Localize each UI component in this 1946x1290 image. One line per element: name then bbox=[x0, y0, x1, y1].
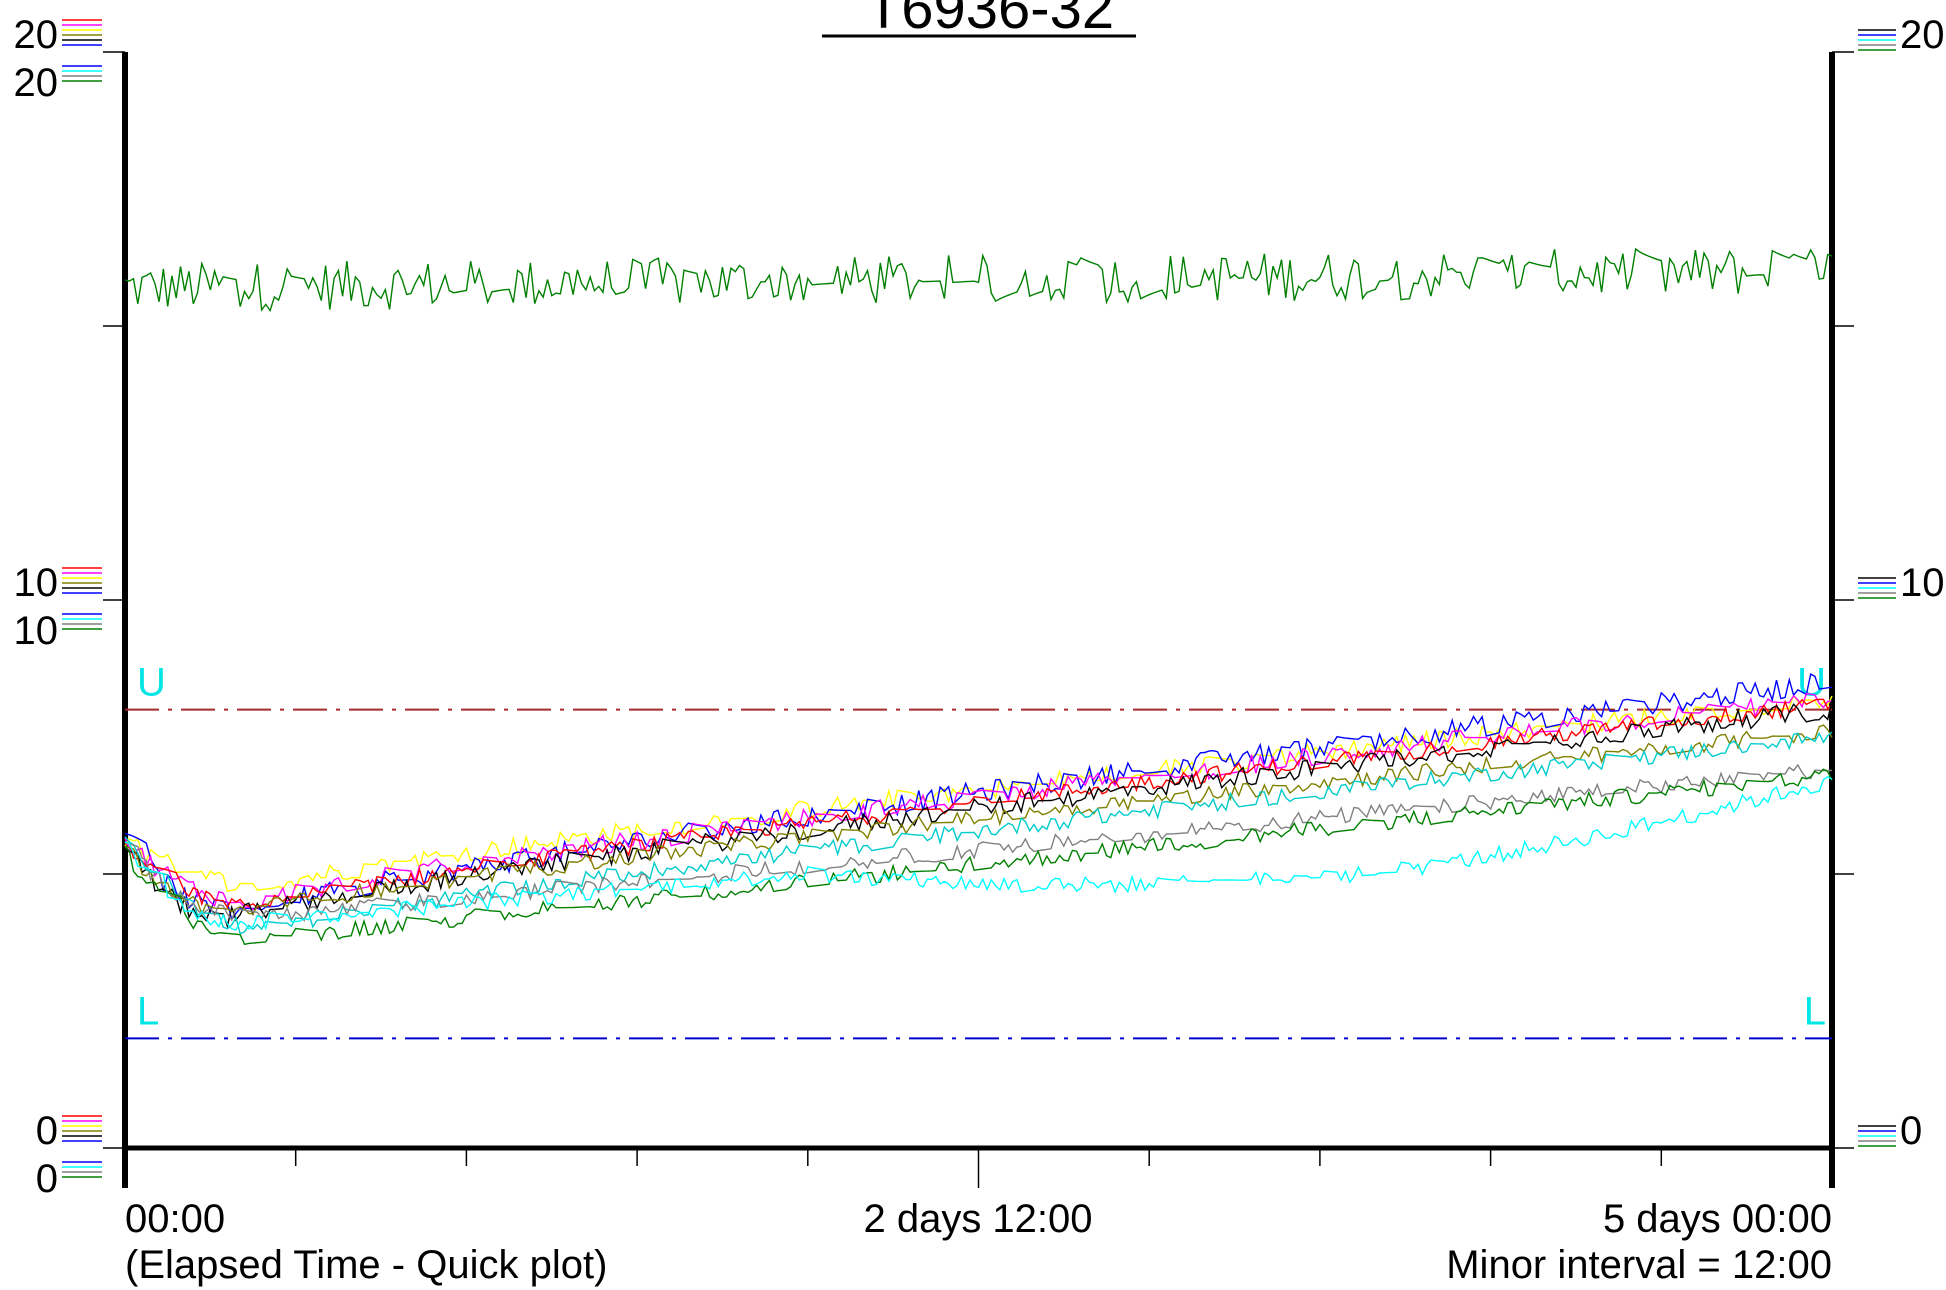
y-label-right: 0 bbox=[1900, 1109, 1922, 1153]
axis-swatches bbox=[62, 19, 1896, 1178]
y-label-left: 10 bbox=[14, 561, 59, 605]
chart-title: T6936-32 bbox=[866, 0, 1114, 41]
series-line-6 bbox=[124, 700, 1833, 929]
x-tick-label-mid: 2 days 12:00 bbox=[863, 1197, 1092, 1241]
y-label-left: 20 bbox=[14, 61, 59, 105]
series-line-10 bbox=[124, 768, 1833, 946]
series-line-2 bbox=[124, 693, 1833, 893]
upper-limit-label-left: U bbox=[137, 661, 166, 705]
minor-interval-note: Minor interval = 12:00 bbox=[1446, 1243, 1832, 1287]
y-label-left: 10 bbox=[14, 609, 59, 653]
y-label-right: 20 bbox=[1900, 13, 1945, 57]
y-label-left: 20 bbox=[14, 13, 59, 57]
upper-limit-label-right: U bbox=[1797, 661, 1826, 705]
series-line-5 bbox=[124, 698, 1833, 909]
y-label-left: 0 bbox=[36, 1157, 58, 1201]
series-line-8 bbox=[124, 731, 1833, 935]
series-line-7 bbox=[124, 724, 1833, 916]
series-lines bbox=[124, 247, 1833, 946]
lower-limit-label-right: L bbox=[1804, 989, 1826, 1033]
x-axis-caption: (Elapsed Time - Quick plot) bbox=[125, 1243, 607, 1287]
y-label-right: 10 bbox=[1900, 561, 1945, 605]
series-line-1 bbox=[124, 247, 1833, 313]
lower-limit-label-left: L bbox=[137, 989, 159, 1033]
series-line-4 bbox=[124, 692, 1833, 911]
limit-lines: U U L L bbox=[125, 661, 1832, 1040]
y-label-left: 0 bbox=[36, 1109, 58, 1153]
axes bbox=[103, 51, 1854, 1188]
x-tick-label-end: 5 days 00:00 bbox=[1603, 1197, 1832, 1241]
series-line-11 bbox=[124, 775, 1833, 931]
x-tick-label-start: 00:00 bbox=[125, 1197, 225, 1241]
